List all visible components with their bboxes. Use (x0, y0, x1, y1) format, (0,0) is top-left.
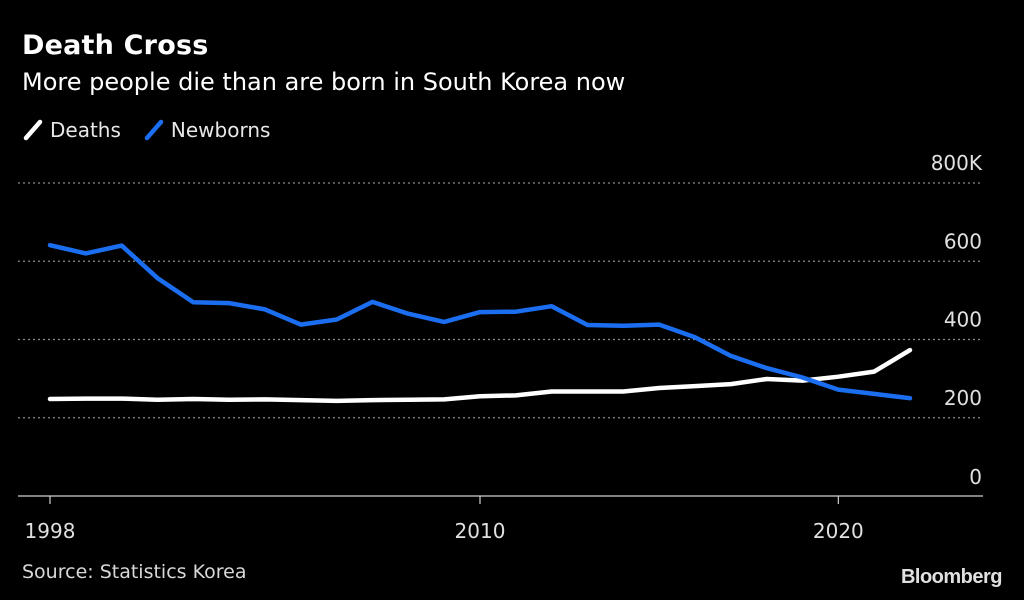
x-tick-label: 2010 (455, 519, 506, 543)
legend-swatch-newborns (144, 119, 164, 141)
y-tick-label: 800K (931, 151, 983, 175)
x-tick-label: 2020 (813, 519, 864, 543)
series-line-deaths (47, 347, 913, 404)
chart-title: Death Cross (22, 30, 209, 61)
y-tick-label: 0 (969, 465, 982, 489)
legend: Deaths Newborns (22, 118, 292, 142)
legend-swatch-deaths (23, 119, 43, 141)
legend-item-deaths: Deaths (22, 118, 121, 142)
chart-subtitle: More people die than are born in South K… (22, 68, 626, 96)
y-tick-label: 400 (944, 308, 982, 332)
series-line-newborns (47, 242, 913, 401)
legend-label-deaths: Deaths (50, 118, 121, 142)
legend-item-newborns: Newborns (143, 118, 271, 142)
source-note: Source: Statistics Korea (22, 561, 247, 583)
bloomberg-logo: Bloomberg (900, 566, 1003, 588)
legend-label-newborns: Newborns (170, 118, 271, 142)
x-tick-label: 1998 (25, 519, 76, 543)
y-tick-label: 600 (944, 229, 982, 253)
y-tick-label: 200 (944, 386, 982, 410)
